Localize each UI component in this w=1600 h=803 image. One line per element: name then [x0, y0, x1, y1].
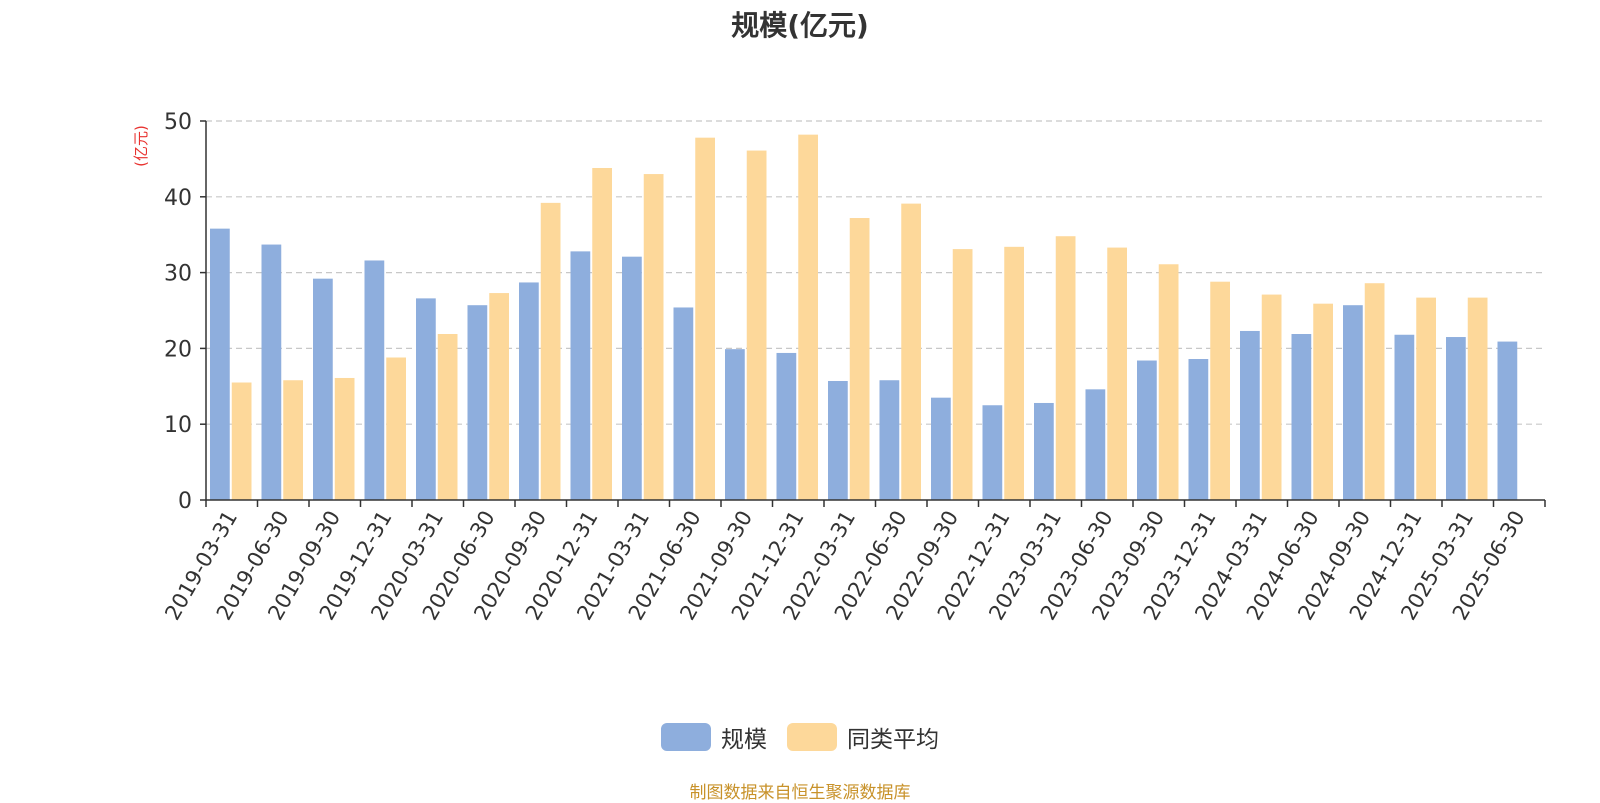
bar-scale[interactable]: [725, 349, 745, 500]
bar-scale[interactable]: [416, 298, 436, 500]
bar-scale[interactable]: [210, 228, 230, 501]
legend-label-peer-average: 同类平均: [847, 727, 939, 753]
bar-peer-average[interactable]: [1313, 303, 1333, 500]
bar-peer-average[interactable]: [1107, 247, 1127, 500]
legend-item-peer-average[interactable]: 同类平均: [787, 720, 939, 754]
bar-scale[interactable]: [570, 251, 591, 500]
bar-scale[interactable]: [879, 380, 900, 500]
bar-peer-average[interactable]: [1416, 297, 1436, 500]
legend-swatch-scale: [661, 723, 711, 751]
bar-peer-average[interactable]: [1261, 294, 1282, 500]
y-tick-label: 30: [164, 262, 192, 287]
bar-peer-average[interactable]: [1364, 283, 1385, 500]
bar-scale[interactable]: [1446, 337, 1466, 500]
bar-peer-average[interactable]: [849, 218, 870, 501]
bar-peer-average[interactable]: [489, 293, 509, 500]
bar-scale[interactable]: [364, 260, 385, 500]
bars: [210, 134, 1518, 501]
bar-scale[interactable]: [1085, 389, 1106, 500]
bar-scale[interactable]: [622, 256, 642, 500]
legend-label-scale: 规模: [721, 727, 767, 753]
bar-peer-average[interactable]: [1055, 236, 1076, 500]
bar-scale[interactable]: [776, 352, 797, 500]
bar-peer-average[interactable]: [952, 249, 973, 500]
bar-scale[interactable]: [1137, 360, 1157, 500]
source-note: 制图数据来自恒生聚源数据库: [689, 783, 911, 803]
bar-peer-average[interactable]: [386, 357, 406, 500]
y-tick-label: 0: [178, 489, 192, 514]
bar-scale[interactable]: [1240, 330, 1260, 500]
bar-peer-average[interactable]: [1467, 297, 1488, 500]
bar-scale[interactable]: [1497, 341, 1518, 500]
bar-scale[interactable]: [261, 244, 282, 500]
bar-peer-average[interactable]: [695, 137, 715, 500]
bar-peer-average[interactable]: [1210, 281, 1230, 500]
chart-title: 规模(亿元): [731, 9, 869, 42]
bar-scale[interactable]: [467, 305, 488, 500]
y-tick-label: 40: [164, 186, 192, 211]
bar-scale[interactable]: [673, 307, 694, 500]
bar-peer-average[interactable]: [1158, 264, 1179, 500]
bar-peer-average[interactable]: [437, 333, 458, 500]
bar-peer-average[interactable]: [231, 382, 252, 500]
legend-swatch-peer-average: [787, 723, 837, 751]
bar-scale[interactable]: [1291, 333, 1312, 500]
bar-scale[interactable]: [519, 282, 539, 500]
legend: 规模 同类平均: [0, 720, 1600, 754]
y-axis-label: (亿元): [132, 125, 150, 167]
bar-peer-average[interactable]: [592, 167, 612, 500]
bar-scale[interactable]: [982, 405, 1003, 500]
bar-peer-average[interactable]: [798, 134, 818, 501]
bar-scale[interactable]: [828, 380, 848, 500]
bar-peer-average[interactable]: [643, 174, 664, 500]
bar-scale[interactable]: [1034, 402, 1054, 500]
y-tick-label: 50: [164, 110, 192, 135]
bar-peer-average[interactable]: [901, 203, 921, 500]
bar-peer-average[interactable]: [283, 380, 303, 500]
y-tick-label: 10: [164, 413, 192, 438]
legend-item-scale[interactable]: 规模: [661, 720, 767, 754]
bar-peer-average[interactable]: [746, 150, 767, 500]
bar-scale[interactable]: [1343, 305, 1363, 500]
bar-peer-average[interactable]: [540, 202, 561, 500]
bar-scale[interactable]: [313, 278, 333, 500]
bar-scale[interactable]: [931, 397, 951, 500]
bar-peer-average[interactable]: [1004, 246, 1024, 500]
bar-scale[interactable]: [1394, 334, 1415, 500]
bar-peer-average[interactable]: [334, 377, 355, 500]
y-tick-label: 20: [164, 337, 192, 362]
bar-scale[interactable]: [1188, 359, 1209, 500]
